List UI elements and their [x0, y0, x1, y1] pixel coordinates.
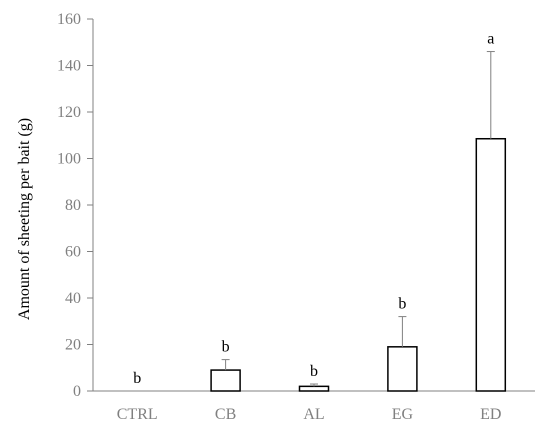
y-tick-label: 100: [57, 151, 81, 168]
x-axis: CTRL CB AL EG ED: [93, 390, 535, 423]
significance-label: b: [222, 339, 230, 356]
y-tick-label: 0: [73, 383, 81, 400]
bar-ed: [475, 137, 507, 392]
x-tick-label: CB: [215, 406, 236, 423]
significance-label: b: [310, 363, 318, 380]
bar-cb: [210, 369, 241, 392]
y-axis: 0 20 40 60 80 100 120 140 160: [57, 11, 94, 400]
bar-eg: [387, 346, 418, 392]
y-tick-label: 80: [65, 197, 81, 214]
y-tick-label: 40: [65, 290, 81, 307]
y-tick-label: 160: [57, 11, 81, 28]
bar-al: [298, 385, 330, 392]
significance-label: a: [487, 31, 494, 48]
bars: [210, 137, 507, 392]
x-tick-label: EG: [392, 406, 414, 423]
significance-labels: b b b b a: [133, 31, 494, 387]
y-tick-label: 20: [65, 337, 81, 354]
y-axis-title: Amount of sheeting per bait (g): [16, 118, 33, 320]
x-tick-label: ED: [480, 406, 501, 423]
significance-label: b: [133, 370, 141, 387]
y-tick-label: 60: [65, 244, 81, 261]
x-tick-label: CTRL: [117, 406, 158, 423]
y-tick-label: 140: [57, 58, 81, 75]
y-tick-label: 120: [57, 104, 81, 121]
significance-label: b: [398, 296, 406, 313]
x-tick-label: AL: [303, 406, 324, 423]
error-bars: [221, 51, 495, 387]
